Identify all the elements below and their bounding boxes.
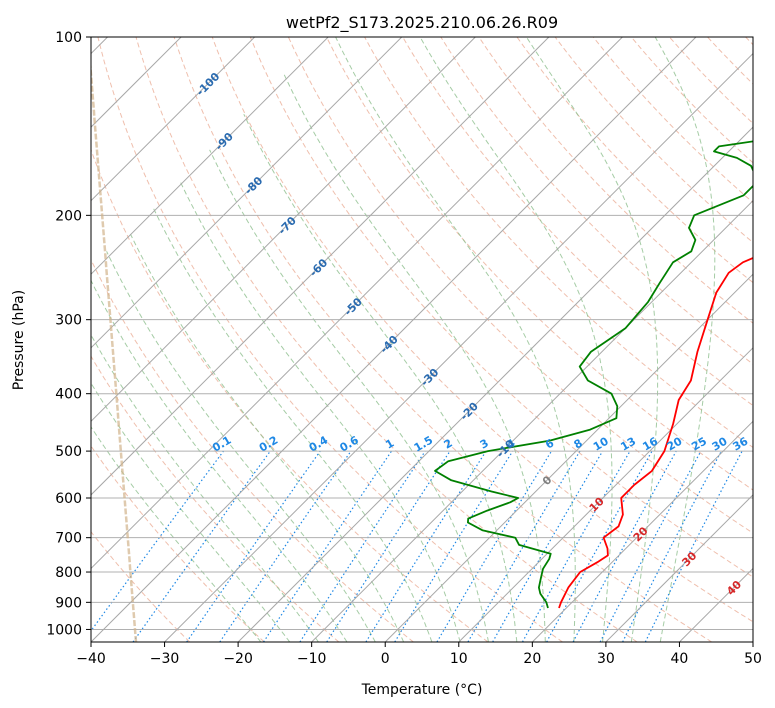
profile-series: [434, 140, 753, 609]
x-tick-label: 0: [381, 651, 390, 667]
isotherm-line: [91, 37, 403, 349]
isotherm-line: [752, 641, 753, 642]
chart-title: wetPf2_S173.2025.210.06.26.R09: [286, 13, 558, 33]
isotherm-line: [458, 347, 753, 642]
x-tick-label: −10: [297, 651, 327, 667]
dry-adiabat-line: [249, 37, 753, 578]
isotherm-line: [91, 37, 329, 275]
moist-adiabat-line: [91, 426, 262, 642]
isotherm-line: [91, 37, 623, 570]
x-tick-label: 50: [744, 651, 762, 667]
moist-adiabat-line: [654, 37, 716, 642]
y-axis-ticks: 100 200 300 400 500 600 700 800 900 1000: [46, 30, 91, 638]
moist-adiabat-line: [419, 37, 613, 642]
dry-adiabat-line: [91, 355, 340, 642]
mixing-ratio-line: [91, 450, 224, 632]
y-axis-label: Pressure (hPa): [11, 290, 27, 390]
isotherm-gridlines: [91, 37, 753, 642]
dry-adiabat-line: [91, 531, 191, 642]
mixing-ratio-line: [644, 450, 743, 642]
x-tick-label: 40: [671, 651, 689, 667]
mixing-ratio-line: [263, 450, 393, 642]
moist-adiabat-line: [525, 37, 659, 642]
y-tick-label: 900: [55, 595, 82, 611]
mixing-ratio-lines: [91, 450, 743, 642]
dry-adiabat-line: [211, 37, 753, 623]
dry-adiabat-line: [516, 37, 753, 284]
plot-frame: [90, 36, 754, 643]
dry-adiabat-line: [97, 37, 563, 642]
isotherm-line: [605, 494, 753, 642]
isotherm-line: [91, 37, 476, 423]
y-tick-label: 500: [55, 444, 82, 460]
moist-adiabat-line: [243, 113, 518, 642]
dry-adiabat-line: [91, 445, 265, 642]
mixing-ratio-line: [132, 450, 271, 642]
dry-adiabat-line: [326, 37, 753, 491]
hw-curve: [91, 58, 138, 642]
isotherm-line: [91, 37, 550, 496]
moist-adiabat-line: [129, 233, 405, 642]
moist-adiabat-line: [335, 37, 576, 642]
mixing-ratio-line: [394, 450, 514, 642]
x-tick-label: −30: [150, 651, 180, 667]
hw-dashed-curve: [91, 58, 138, 642]
isotherm-line: [311, 199, 753, 642]
y-tick-label: 1000: [46, 622, 82, 638]
isotherm-line: [91, 37, 256, 202]
mixing-ratio-line: [219, 450, 352, 642]
x-tick-label: 10: [450, 651, 468, 667]
y-tick-label: 200: [55, 208, 82, 224]
y-tick-label: 800: [55, 565, 82, 581]
mixing-ratio-line: [546, 450, 653, 642]
dry-adiabat-line: [173, 37, 713, 642]
x-axis-ticks: −40 −30 −20 −10 0 10 20 30 40 50: [76, 642, 762, 667]
y-tick-label: 600: [55, 491, 82, 507]
y-tick-label: 100: [55, 30, 82, 46]
x-tick-label: −20: [223, 651, 253, 667]
isotherm-line: [237, 126, 753, 642]
x-tick-label: −40: [76, 651, 106, 667]
isotherm-line: [91, 37, 697, 642]
x-tick-label: 30: [597, 651, 615, 667]
isotherm-line: [164, 52, 753, 642]
dewpoint-line: [434, 140, 753, 609]
y-tick-label: 700: [55, 531, 82, 547]
dry-adiabat-line: [402, 37, 753, 407]
isotherm-line: [531, 420, 753, 642]
pressure-gridlines: [91, 37, 753, 630]
dry-adiabats: [91, 37, 753, 642]
y-tick-label: 300: [55, 313, 82, 329]
mixing-ratio-line: [572, 450, 677, 642]
moist-adiabat-line: [153, 208, 433, 642]
mixing-ratio-line: [186, 450, 321, 642]
dry-adiabat-line: [91, 148, 489, 642]
dry-adiabat-line: [478, 37, 753, 324]
mixing-ratio-line: [299, 450, 426, 642]
dry-adiabat-line: [135, 37, 638, 642]
moist-adiabat-line: [91, 279, 348, 642]
isotherm-line: [384, 273, 753, 642]
x-axis-label: Temperature (°C): [361, 682, 483, 698]
plot-area: 0.1 0.2 0.4 0.6 1 1.5 2 3 4 6 8 10 13 16 20 25 30 36-100-…: [91, 37, 753, 642]
x-tick-label: 20: [523, 651, 541, 667]
mixing-ratio-line: [521, 450, 631, 642]
moist-adiabat-line: [106, 251, 376, 642]
moist-adiabat-line: [91, 382, 291, 642]
temperature-line: [558, 256, 753, 609]
y-tick-label: 400: [55, 387, 82, 403]
mixing-ratio-line: [326, 450, 451, 642]
moist-adiabat-line: [179, 180, 461, 642]
